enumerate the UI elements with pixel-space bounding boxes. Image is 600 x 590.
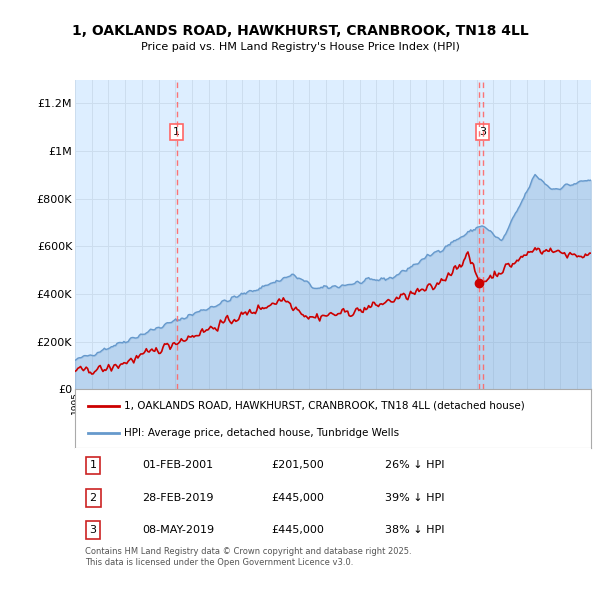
Text: 1: 1 — [89, 460, 97, 470]
Text: 2: 2 — [89, 493, 97, 503]
Text: 01-FEB-2001: 01-FEB-2001 — [142, 460, 213, 470]
Text: 3: 3 — [479, 127, 487, 137]
Text: £445,000: £445,000 — [271, 525, 324, 535]
Text: 38% ↓ HPI: 38% ↓ HPI — [385, 525, 444, 535]
Text: £201,500: £201,500 — [271, 460, 324, 470]
Text: 3: 3 — [89, 525, 97, 535]
Text: 1, OAKLANDS ROAD, HAWKHURST, CRANBROOK, TN18 4LL (detached house): 1, OAKLANDS ROAD, HAWKHURST, CRANBROOK, … — [124, 401, 525, 411]
Text: 08-MAY-2019: 08-MAY-2019 — [142, 525, 214, 535]
Text: £445,000: £445,000 — [271, 493, 324, 503]
Text: Price paid vs. HM Land Registry's House Price Index (HPI): Price paid vs. HM Land Registry's House … — [140, 42, 460, 53]
Text: 1: 1 — [173, 127, 180, 137]
Text: Contains HM Land Registry data © Crown copyright and database right 2025.
This d: Contains HM Land Registry data © Crown c… — [85, 548, 412, 566]
Text: 39% ↓ HPI: 39% ↓ HPI — [385, 493, 444, 503]
Text: 1, OAKLANDS ROAD, HAWKHURST, CRANBROOK, TN18 4LL: 1, OAKLANDS ROAD, HAWKHURST, CRANBROOK, … — [71, 24, 529, 38]
Text: HPI: Average price, detached house, Tunbridge Wells: HPI: Average price, detached house, Tunb… — [124, 428, 399, 438]
Text: 28-FEB-2019: 28-FEB-2019 — [142, 493, 214, 503]
Text: 26% ↓ HPI: 26% ↓ HPI — [385, 460, 444, 470]
